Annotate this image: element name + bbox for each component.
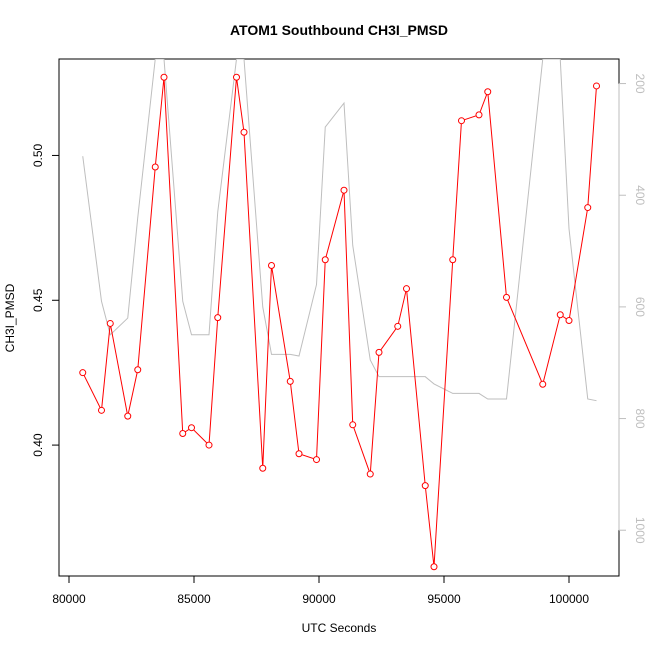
y-tick-label: 0.50: [31, 143, 45, 167]
y2-tick-label: 400: [633, 185, 647, 205]
data-point: [151, 163, 159, 171]
x-tick-label: 90000: [302, 592, 336, 606]
y2-axis: 200 400 600 800 1000: [618, 74, 647, 544]
data-point: [188, 424, 195, 432]
data-point: [295, 450, 303, 458]
data-point: [79, 369, 87, 377]
y-axis: 0.40 0.45 0.50: [31, 143, 60, 457]
data-point: [321, 256, 329, 264]
y-tick-label: 0.40: [31, 433, 45, 457]
data-point: [458, 117, 465, 125]
plot-frame: [58, 58, 620, 577]
data-point: [430, 563, 438, 571]
data-point: [475, 111, 483, 119]
x-axis-label: UTC Seconds: [302, 621, 377, 635]
data-point: [584, 204, 592, 212]
data-point: [366, 470, 374, 478]
y2-tick-label: 1000: [633, 517, 647, 544]
data-point: [484, 88, 492, 96]
data-point: [375, 348, 383, 356]
data-point: [340, 186, 348, 194]
data-point: [394, 322, 402, 330]
data-point: [593, 82, 600, 90]
series-layer: [79, 59, 600, 571]
y2-tick-label: 800: [633, 409, 647, 429]
data-point: [233, 73, 240, 81]
x-axis: 80000 85000 90000 95000 100000: [52, 575, 589, 606]
data-point: [268, 262, 275, 270]
data-point: [259, 464, 267, 472]
data-point: [349, 421, 357, 429]
data-point: [313, 456, 320, 464]
data-point: [421, 482, 429, 490]
x-tick-label: 80000: [52, 592, 86, 606]
y-axis-label: CH3I_PMSD: [3, 283, 17, 352]
series-left-line: [82, 77, 597, 567]
data-point: [106, 319, 114, 327]
data-point: [403, 285, 410, 293]
data-point: [179, 430, 187, 437]
data-point: [160, 73, 168, 81]
data-point: [503, 293, 510, 301]
data-point: [449, 256, 457, 264]
chart-title: ATOM1 Southbound CH3I_PMSD: [230, 22, 448, 38]
data-point: [124, 412, 132, 420]
y-tick-label: 0.45: [31, 288, 45, 312]
data-point: [539, 380, 547, 388]
data-point: [134, 366, 142, 374]
data-point: [98, 406, 105, 414]
data-point: [240, 128, 248, 136]
x-tick-label: 85000: [177, 592, 211, 606]
data-point: [205, 441, 213, 449]
data-point: [556, 311, 564, 319]
x-tick-label: 95000: [427, 592, 461, 606]
y2-tick-label: 200: [633, 74, 647, 94]
data-point: [286, 377, 294, 385]
x-tick-label: 100000: [549, 592, 589, 606]
y2-tick-label: 600: [633, 297, 647, 317]
series-right-line: [82, 59, 597, 402]
data-point: [565, 317, 573, 325]
data-point: [214, 314, 222, 322]
